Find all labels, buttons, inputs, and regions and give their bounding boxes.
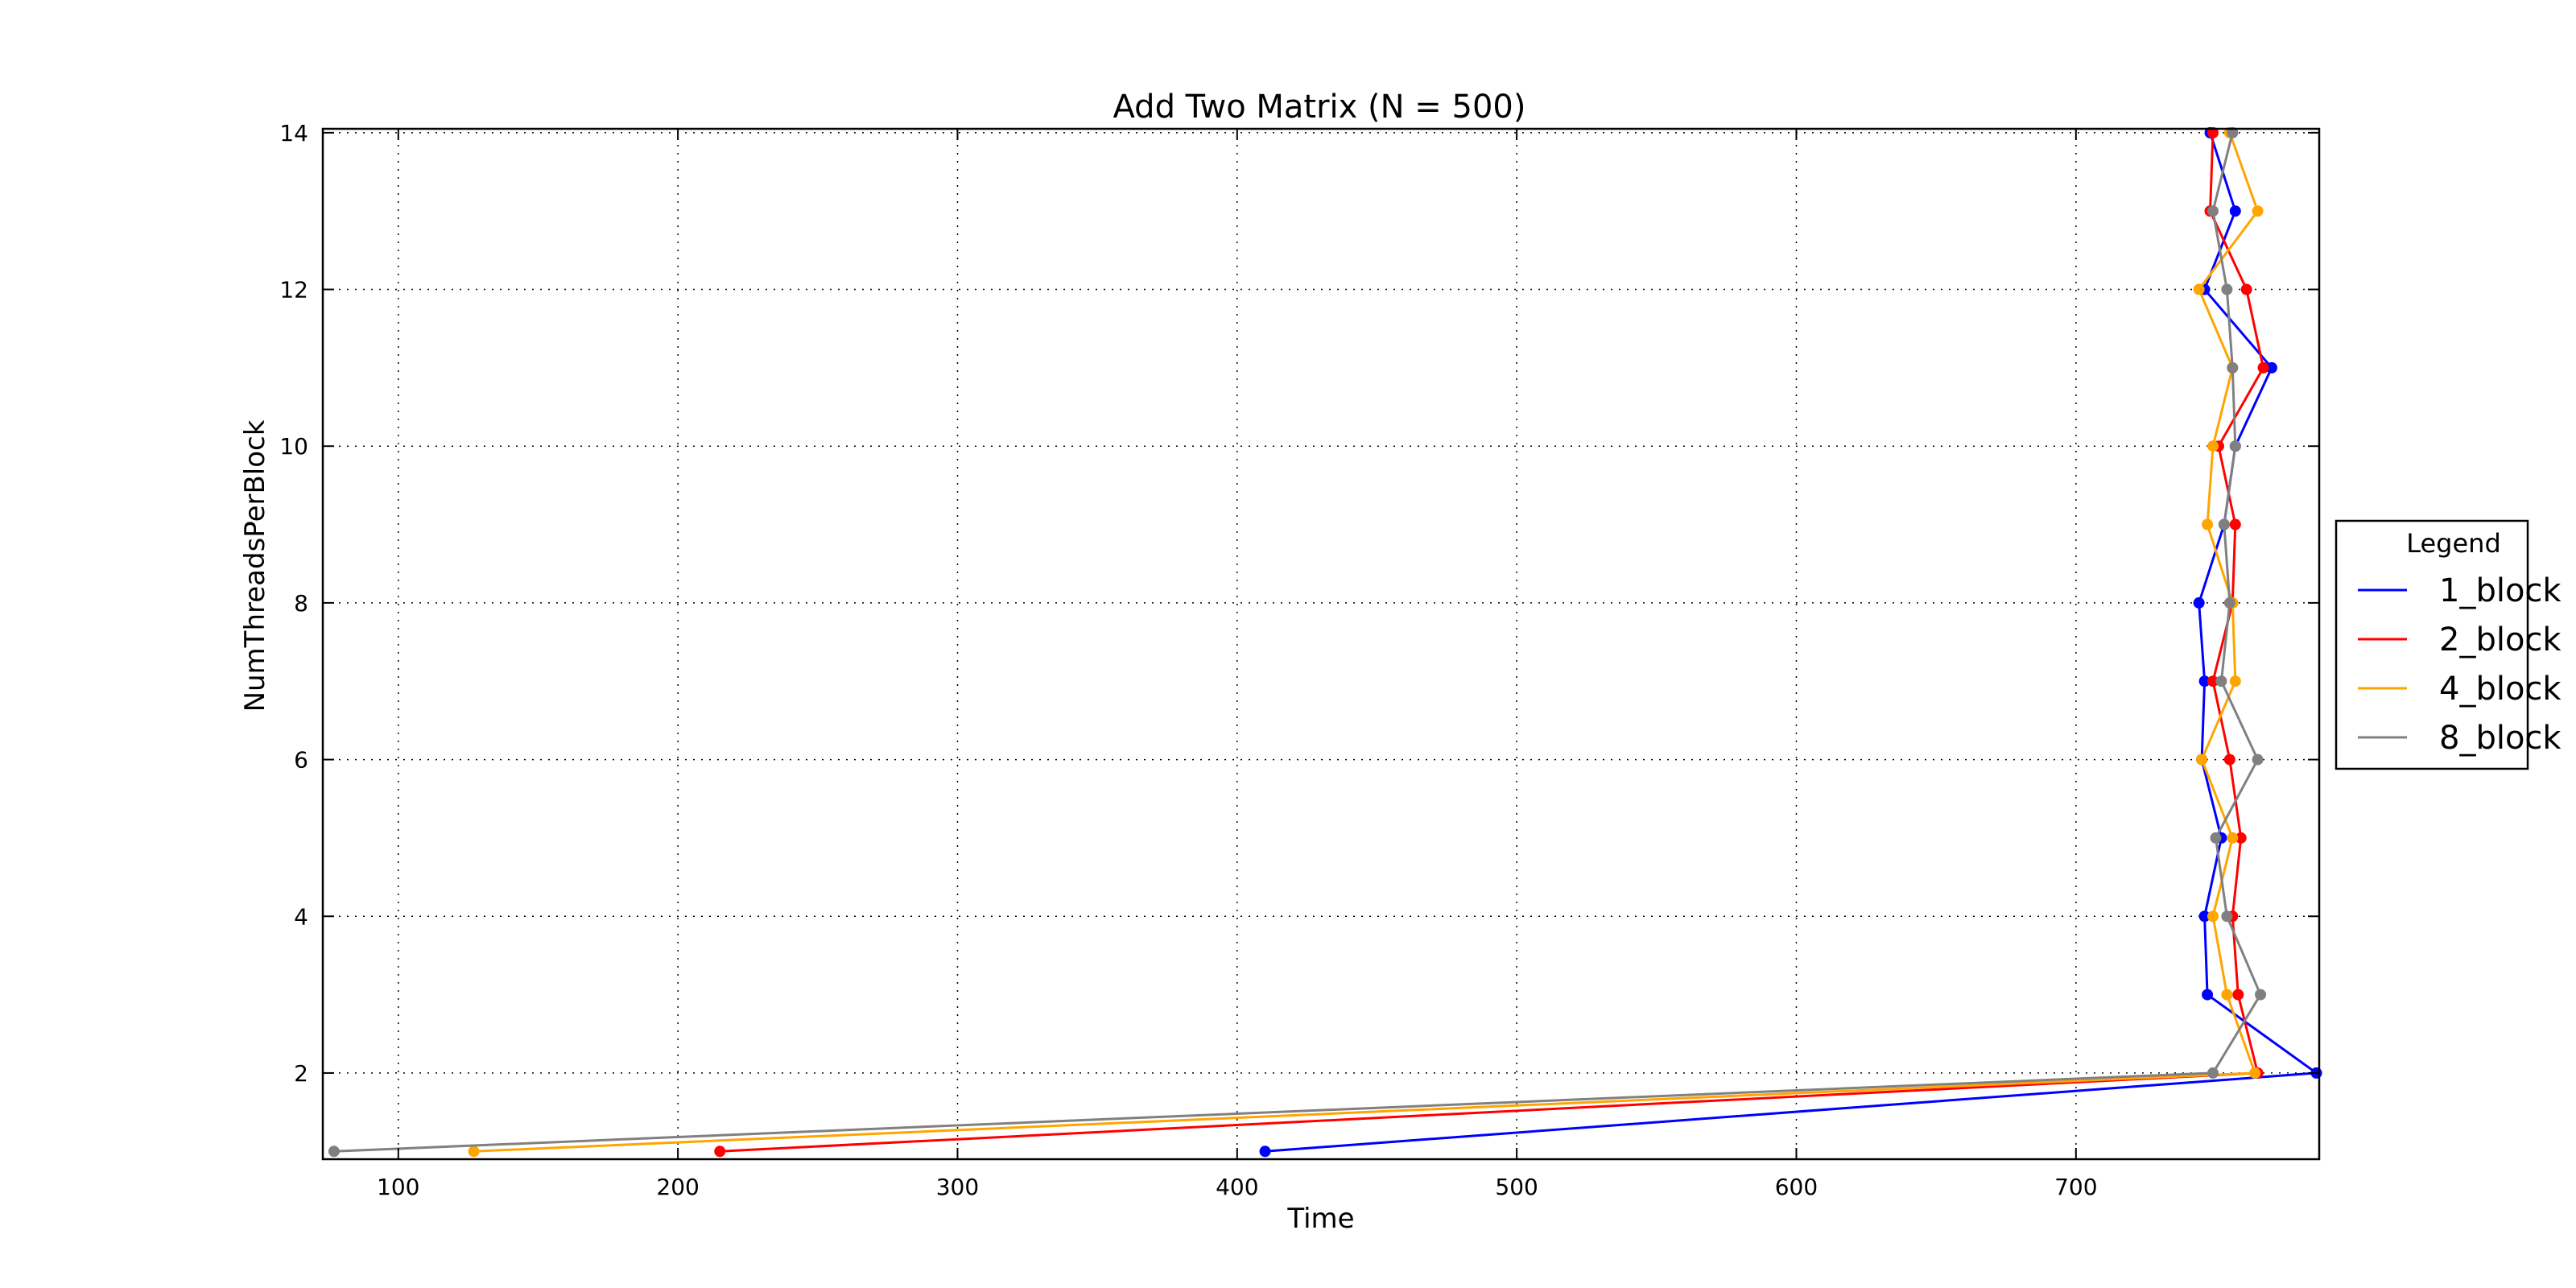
data-point (2255, 989, 2267, 1001)
data-point (2210, 832, 2222, 844)
y-tick-label: 2 (294, 1060, 308, 1087)
data-point (2202, 518, 2214, 530)
y-tick-label: 6 (294, 747, 308, 774)
series-line-8_block (333, 132, 2262, 1153)
legend-item-1_block: 1_block (2358, 572, 2562, 609)
legend-items: 1_block 2_block 4_block 8_block (2358, 572, 2562, 757)
series-line-4_block (473, 132, 2260, 1153)
series-1_block (1259, 126, 2322, 1158)
y-tick-label: 14 (279, 120, 308, 147)
data-point (2218, 518, 2230, 530)
data-point (2207, 675, 2219, 687)
legend-label: 4_block (2439, 671, 2562, 708)
x-tick-label: 600 (1775, 1174, 1818, 1200)
legend: Legend 1_block 2_block 4_block 8_block (2334, 519, 2562, 770)
data-point (714, 1146, 726, 1158)
data-point (2207, 126, 2219, 138)
x-axis-title: Time (1286, 1203, 1354, 1235)
data-point (2229, 205, 2241, 217)
series-8_block (328, 126, 2267, 1158)
legend-item-8_block: 8_block (2358, 720, 2562, 757)
axis-ticks: 100 200 300 400 500 600 700 2 4 6 8 10 12 14 (279, 120, 2319, 1200)
y-tick-label: 10 (279, 433, 308, 460)
data-point (2193, 597, 2205, 609)
data-point (2227, 832, 2239, 844)
data-point (2223, 597, 2235, 609)
data-point (2252, 205, 2264, 217)
data-point (2207, 910, 2219, 923)
data-point (2257, 361, 2269, 374)
x-tick-label: 200 (656, 1174, 699, 1200)
x-tick-label: 500 (1495, 1174, 1538, 1200)
y-tick-label: 8 (294, 590, 308, 617)
legend-label: 8_block (2439, 720, 2562, 757)
legend-item-4_block: 4_block (2358, 671, 2562, 708)
legend-item-2_block: 2_block (2358, 621, 2562, 658)
data-point (2229, 675, 2241, 687)
data-point (2215, 675, 2227, 687)
legend-title: Legend (2406, 528, 2501, 559)
data-point (2207, 440, 2219, 452)
data-point (2198, 910, 2211, 923)
data-point (2196, 753, 2208, 766)
data-point (2227, 361, 2239, 374)
series-layer (328, 126, 2322, 1158)
legend-box (2334, 519, 2529, 770)
data-point (2198, 675, 2211, 687)
y-axis-title: NumThreadsPerBlock (239, 419, 271, 712)
data-point (1259, 1146, 1271, 1158)
series-line-1_block (1265, 132, 2318, 1153)
data-point (2229, 440, 2241, 452)
legend-label: 1_block (2439, 572, 2562, 609)
data-point (328, 1146, 340, 1158)
data-point (2221, 283, 2233, 295)
data-point (2193, 283, 2205, 295)
data-point (2207, 205, 2219, 217)
y-tick-label: 4 (294, 903, 308, 930)
data-point (2223, 753, 2235, 766)
chart-title: Add Two Matrix (N = 500) (1113, 89, 1526, 126)
data-point (2265, 361, 2277, 374)
data-point (2221, 989, 2233, 1001)
data-point (2229, 518, 2241, 530)
x-tick-label: 400 (1216, 1174, 1258, 1200)
data-point (2252, 753, 2264, 766)
legend-label: 2_block (2439, 621, 2562, 658)
series-2_block (714, 126, 2269, 1158)
y-tick-label: 12 (279, 277, 308, 303)
data-point (2221, 910, 2233, 923)
x-tick-label: 300 (936, 1174, 979, 1200)
data-point (2202, 989, 2214, 1001)
data-point (2227, 126, 2239, 138)
x-tick-label: 700 (2054, 1174, 2097, 1200)
plot-frame (321, 127, 2321, 1161)
data-point (2232, 989, 2244, 1001)
series-4_block (468, 126, 2264, 1158)
data-point (2249, 1067, 2261, 1079)
data-point (2207, 1067, 2219, 1079)
data-point (2235, 832, 2247, 844)
data-point (468, 1146, 480, 1158)
x-tick-label: 100 (377, 1174, 419, 1200)
data-point (2240, 283, 2252, 295)
series-line-2_block (720, 132, 2265, 1153)
grid (323, 129, 2319, 1159)
